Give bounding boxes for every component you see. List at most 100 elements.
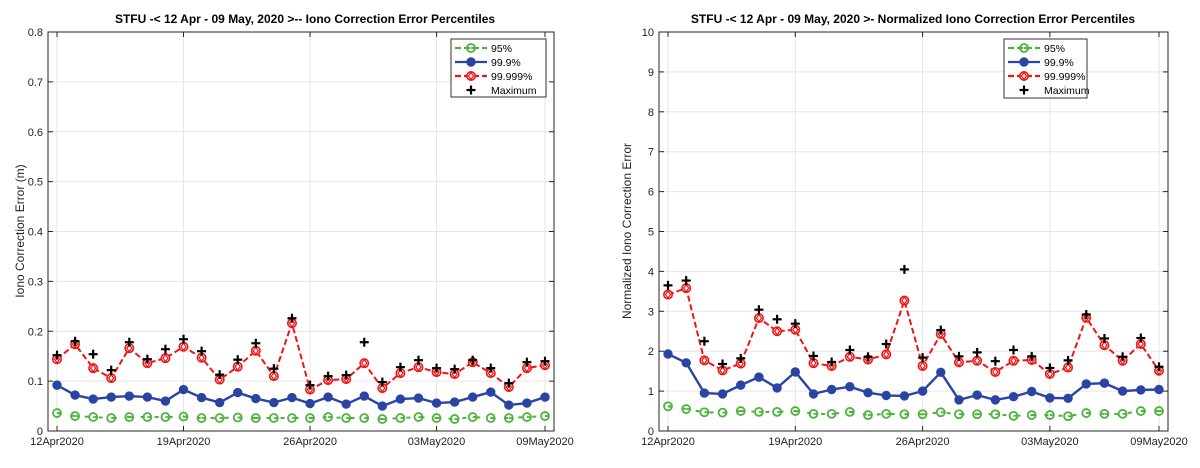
data-point bbox=[540, 356, 550, 366]
data-point bbox=[899, 409, 910, 420]
data-point bbox=[196, 392, 207, 403]
data-point bbox=[88, 394, 98, 404]
data-point bbox=[772, 406, 783, 417]
data-point bbox=[972, 409, 983, 420]
data-point bbox=[972, 355, 983, 366]
data-point bbox=[808, 358, 819, 369]
data-point bbox=[717, 389, 728, 399]
data-point bbox=[663, 401, 673, 412]
data-point bbox=[142, 392, 153, 402]
data-point bbox=[160, 412, 171, 422]
data-point bbox=[1009, 345, 1019, 355]
data-point bbox=[772, 314, 782, 324]
data-point bbox=[486, 387, 496, 397]
data-point bbox=[450, 364, 460, 374]
data-point bbox=[178, 411, 189, 422]
data-point bbox=[808, 351, 818, 361]
data-point bbox=[663, 280, 673, 290]
legend-label: Maximum bbox=[1044, 85, 1090, 97]
x-tick-label: 26Apr2020 bbox=[896, 436, 950, 448]
data-point bbox=[323, 371, 333, 381]
legend-label: 99.999% bbox=[491, 71, 532, 83]
data-point bbox=[699, 388, 710, 398]
data-point bbox=[197, 346, 207, 356]
x-tick-label: 19Apr2020 bbox=[157, 436, 211, 448]
data-point bbox=[1027, 351, 1037, 361]
data-point bbox=[287, 313, 297, 323]
data-point bbox=[863, 387, 873, 398]
data-point bbox=[1027, 386, 1037, 397]
data-point bbox=[359, 413, 370, 423]
data-point bbox=[736, 353, 746, 363]
data-point bbox=[1081, 309, 1091, 319]
legend-item: Maximum bbox=[1019, 85, 1090, 97]
legend-marker bbox=[466, 43, 476, 53]
data-point bbox=[88, 412, 99, 422]
data-point bbox=[990, 395, 1001, 405]
data-point bbox=[717, 407, 728, 418]
y-tick-label: 0.8 bbox=[28, 27, 43, 39]
data-point bbox=[88, 363, 99, 374]
data-point bbox=[341, 413, 352, 423]
y-tick-label: 0.5 bbox=[28, 177, 43, 189]
data-point bbox=[936, 367, 946, 378]
x-tick-label: 09May2020 bbox=[516, 436, 574, 448]
data-point bbox=[990, 409, 1001, 420]
data-point bbox=[972, 390, 982, 400]
data-point bbox=[377, 414, 388, 424]
data-point bbox=[160, 344, 170, 354]
data-point bbox=[1099, 333, 1109, 343]
series-Maximum bbox=[663, 264, 1164, 373]
series-95- bbox=[52, 408, 550, 424]
data-point bbox=[935, 407, 946, 418]
y-tick-label: 9 bbox=[648, 67, 654, 79]
data-point bbox=[808, 389, 819, 399]
data-point bbox=[70, 411, 80, 421]
x-tick-label: 19Apr2020 bbox=[768, 436, 822, 448]
data-point bbox=[251, 338, 261, 348]
legend-marker bbox=[1019, 57, 1029, 67]
data-point bbox=[124, 391, 134, 401]
data-point bbox=[954, 395, 964, 405]
data-point bbox=[52, 380, 62, 390]
data-point bbox=[413, 412, 424, 422]
legend-item: 99.9% bbox=[1008, 57, 1074, 69]
legend: 95% 99.9% 99.999% Maximum bbox=[1003, 38, 1090, 99]
y-tick-label: 0 bbox=[648, 426, 654, 438]
data-point bbox=[485, 413, 496, 423]
data-point bbox=[1008, 391, 1019, 402]
data-point bbox=[990, 366, 1001, 377]
data-point bbox=[359, 337, 369, 347]
data-point bbox=[917, 386, 928, 396]
data-point bbox=[845, 382, 855, 392]
data-point bbox=[1154, 365, 1165, 376]
legend-item: 99.999% bbox=[455, 71, 532, 83]
data-point bbox=[215, 370, 225, 380]
x-tick-label: 03May2020 bbox=[408, 436, 466, 448]
data-point bbox=[504, 378, 514, 388]
data-point bbox=[88, 349, 98, 359]
data-point bbox=[286, 318, 297, 329]
y-tick-label: 6 bbox=[648, 187, 654, 199]
data-point bbox=[232, 412, 243, 423]
data-point bbox=[881, 390, 891, 401]
data-point bbox=[827, 357, 837, 367]
data-point bbox=[377, 377, 387, 387]
data-point bbox=[160, 396, 171, 406]
series-99-999- bbox=[662, 283, 1165, 379]
data-point bbox=[899, 391, 910, 401]
data-point bbox=[754, 406, 764, 417]
data-point bbox=[178, 384, 189, 395]
data-point bbox=[305, 413, 315, 423]
chart-title: STFU -< 12 Apr - 09 May, 2020 >-- Iono C… bbox=[115, 12, 495, 26]
data-point bbox=[1026, 410, 1037, 420]
data-point bbox=[305, 380, 315, 390]
legend-label: 95% bbox=[1044, 43, 1065, 55]
data-point bbox=[124, 412, 135, 422]
data-point bbox=[323, 392, 333, 402]
data-point bbox=[936, 325, 946, 335]
data-point bbox=[681, 276, 691, 286]
data-point bbox=[106, 365, 116, 375]
data-point bbox=[1008, 355, 1019, 366]
